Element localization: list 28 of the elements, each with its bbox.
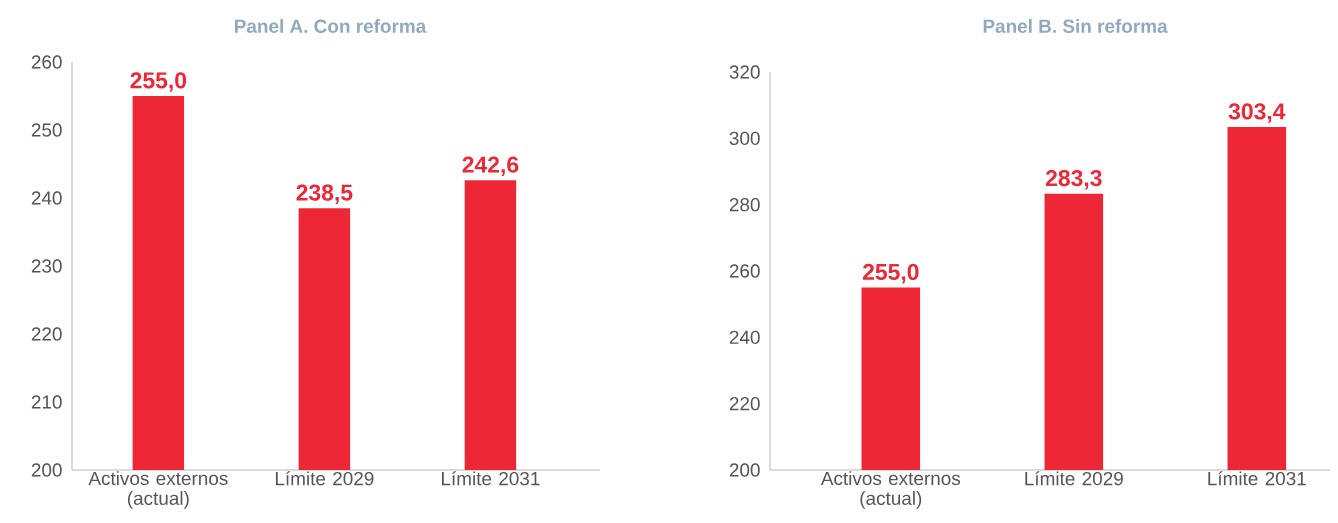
data-label: 283,3: [1045, 169, 1102, 190]
x-tick-label: Límite 2031: [1208, 471, 1306, 486]
y-tick-label: 260: [31, 55, 62, 69]
data-label: 238,5: [296, 184, 353, 204]
x-tick-label: Activos externos (actual): [88, 471, 228, 509]
y-tick-label: 300: [729, 131, 760, 146]
y-tick-label: 220: [31, 327, 62, 341]
y-tick-label: 210: [31, 395, 62, 409]
data-label: 255,0: [130, 72, 187, 92]
chart-title: Panel B. Sin reforma: [983, 19, 1168, 33]
y-tick-label: 230: [31, 259, 62, 273]
y-tick-label: 200: [729, 463, 760, 477]
y-tick-label: 240: [31, 191, 62, 205]
data-label: 255,0: [862, 263, 919, 284]
data-label: 303,4: [1228, 103, 1286, 123]
x-tick-label: Límite 2029: [275, 471, 374, 486]
y-tick-label: 250: [31, 123, 62, 137]
y-tick-label: 320: [729, 65, 760, 79]
x-tick-label: Límite 2029: [1025, 471, 1123, 486]
x-tick-label: Activos externos (actual): [820, 471, 961, 509]
y-tick-label: 260: [729, 264, 760, 278]
y-tick-label: 220: [729, 396, 760, 411]
x-tick-label: Límite 2031: [441, 471, 540, 486]
chart-title: Panel A. Con reforma: [235, 19, 427, 33]
y-tick-label: 280: [729, 197, 760, 212]
y-tick-label: 240: [729, 330, 760, 345]
data-label: 242,6: [462, 156, 519, 177]
y-tick-label: 200: [31, 463, 62, 477]
